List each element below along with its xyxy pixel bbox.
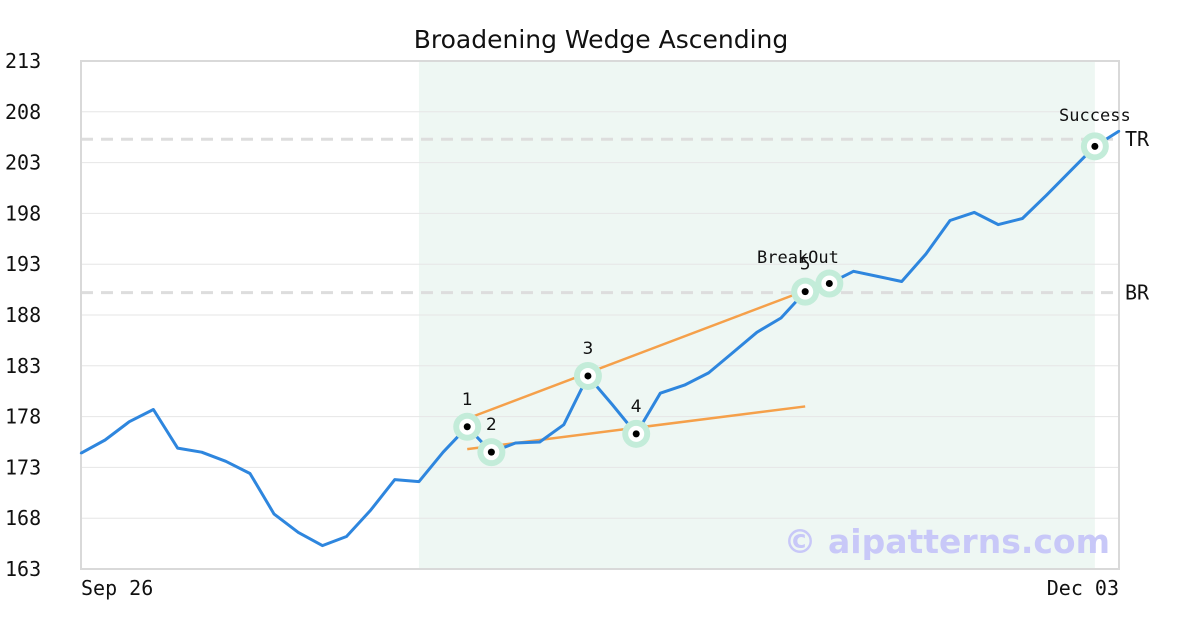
price-point — [755, 331, 759, 334]
y-tick-label: 208 — [5, 100, 41, 124]
y-axis-ticks: 213 208 203 198 193 188 183 178 173 168 163 — [5, 49, 41, 581]
price-point — [417, 480, 421, 483]
price-point — [876, 275, 879, 278]
price-point — [297, 531, 300, 534]
price-point — [707, 371, 710, 375]
price-point — [1021, 217, 1024, 220]
price-point — [852, 270, 855, 273]
price-point — [103, 438, 107, 442]
marker-dot — [1091, 142, 1099, 150]
price-point — [948, 219, 952, 222]
marker-dot — [825, 280, 833, 288]
y-tick-label: 188 — [5, 303, 41, 327]
y-tick-label: 183 — [5, 354, 41, 378]
price-point — [997, 223, 1000, 226]
marker-label: 5 — [800, 255, 811, 275]
price-point — [176, 446, 179, 450]
y-tick-label: 198 — [5, 201, 41, 225]
price-point — [441, 450, 445, 454]
price-point — [900, 280, 903, 283]
price-point — [731, 351, 734, 354]
marker-label: 4 — [631, 397, 642, 417]
price-point — [659, 392, 662, 395]
marker-label: 2 — [486, 415, 497, 435]
y-tick-label: 163 — [5, 557, 41, 581]
marker-dot — [801, 288, 809, 296]
y-tick-label: 193 — [5, 252, 41, 276]
pattern-markers: 12 3 4 5 — [453, 132, 1109, 467]
price-point — [248, 472, 252, 475]
price-point — [369, 508, 372, 512]
price-point — [972, 211, 976, 214]
price-line — [80, 129, 1120, 548]
price-point — [1117, 129, 1121, 133]
price-point — [562, 423, 565, 426]
reference-lines: TR BR — [81, 127, 1150, 305]
y-tick-label: 213 — [5, 49, 41, 73]
annotation-label: BreakOut — [757, 248, 839, 268]
price-point — [345, 535, 348, 538]
price-point — [321, 544, 324, 547]
price-point — [128, 420, 131, 423]
price-point — [779, 316, 783, 320]
x-tick-label: Dec 03 — [1047, 576, 1119, 600]
price-point — [514, 441, 517, 445]
watermark: © aipatterns.com — [784, 522, 1110, 561]
marker-dot — [463, 423, 471, 431]
price-point — [79, 451, 83, 455]
price-point — [152, 408, 155, 411]
marker-dot — [632, 430, 640, 438]
price-point — [272, 512, 276, 516]
y-tick-label: 168 — [5, 506, 41, 530]
price-point — [538, 440, 541, 444]
price-point — [224, 460, 228, 463]
annotations: BreakOut Success — [757, 106, 1131, 268]
marker-label: 3 — [583, 339, 594, 359]
price-point — [1069, 169, 1072, 172]
price-point — [393, 478, 397, 481]
reference-line-label: BR — [1125, 281, 1150, 305]
x-tick-label: Sep 26 — [81, 576, 153, 600]
price-point — [1045, 193, 1048, 197]
y-tick-label: 178 — [5, 405, 41, 429]
trend-line — [466, 289, 806, 420]
x-axis-ticks: Sep 26 Dec 03 — [81, 576, 1119, 600]
price-point — [924, 252, 928, 256]
marker-label: 1 — [462, 390, 473, 410]
reference-line-label: TR — [1125, 127, 1150, 151]
y-tick-label: 203 — [5, 151, 41, 175]
plot-frame — [80, 60, 1120, 570]
price-point — [200, 450, 203, 454]
price-point — [683, 383, 686, 387]
marker-dot — [584, 372, 592, 380]
marker-dot — [487, 448, 495, 456]
annotation-label: Success — [1059, 106, 1131, 126]
price-point — [610, 403, 614, 406]
y-tick-label: 173 — [5, 455, 41, 479]
chart-title: Broadening Wedge Ascending — [414, 25, 789, 54]
